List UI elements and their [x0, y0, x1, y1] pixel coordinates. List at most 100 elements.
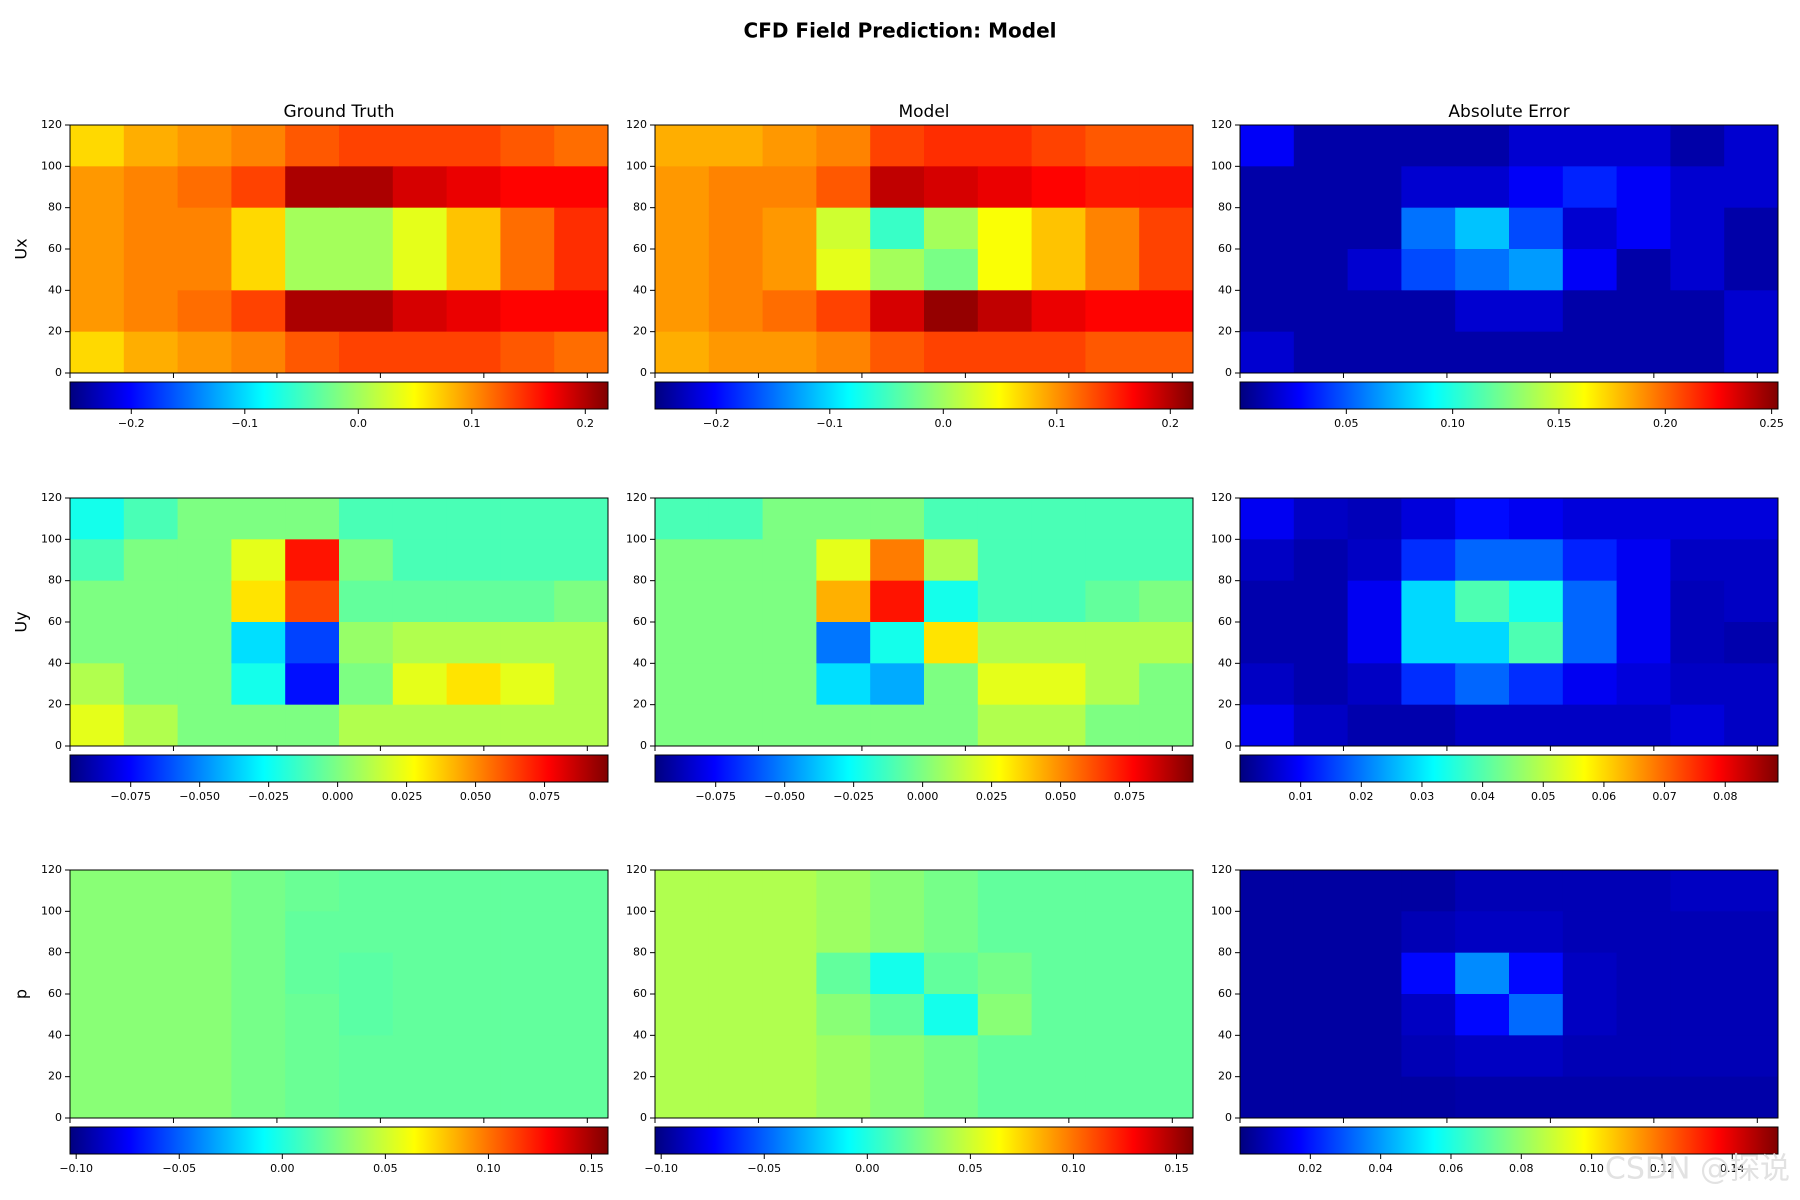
- heatmap-cell: [1139, 580, 1194, 623]
- heatmap-cell: [762, 622, 817, 664]
- colorbar-tick-label: 0.10: [1579, 1162, 1604, 1175]
- heatmap-cell: [924, 580, 979, 623]
- heatmap-cell: [1401, 622, 1456, 664]
- heatmap-cell: [1347, 166, 1402, 209]
- heatmap-cell: [870, 331, 925, 374]
- heatmap-cell: [816, 870, 871, 912]
- heatmap-cell: [1562, 1076, 1618, 1119]
- heatmap-cell: [762, 166, 817, 209]
- heatmap-cell: [285, 870, 340, 912]
- y-tick-label: 0: [1225, 1111, 1232, 1124]
- heatmap-cell: [1347, 1076, 1402, 1119]
- heatmap-cell: [1509, 331, 1564, 374]
- heatmap-cell: [977, 1035, 1033, 1078]
- heatmap-cell: [70, 580, 125, 623]
- colorbar-tick-label: −0.10: [644, 1162, 678, 1175]
- y-tick-label: 100: [626, 904, 647, 917]
- heatmap-cell: [392, 952, 448, 995]
- y-tick-label: 80: [48, 574, 62, 587]
- heatmap-cell: [1347, 622, 1402, 664]
- colorbar-tick-label: 0.1: [1048, 417, 1066, 430]
- heatmap-cell: [1509, 290, 1564, 333]
- heatmap-cell: [977, 290, 1033, 333]
- heatmap-cell: [1562, 704, 1618, 747]
- colorbar-tick-label: 0.08: [1713, 790, 1738, 803]
- heatmap-cell: [1240, 249, 1295, 291]
- heatmap-cell: [446, 207, 501, 250]
- heatmap-cell: [70, 622, 125, 664]
- heatmap-cell: [392, 870, 448, 912]
- heatmap-cell: [177, 663, 232, 706]
- heatmap-cell: [1139, 952, 1194, 995]
- heatmap-cell: [1139, 1076, 1194, 1119]
- heatmap-cell: [655, 498, 710, 540]
- heatmap-cell: [1085, 580, 1140, 623]
- heatmap-cell: [1724, 952, 1779, 995]
- heatmap-cell: [1293, 911, 1349, 954]
- heatmap-cell: [1031, 166, 1086, 209]
- heatmap-cell: [554, 290, 609, 333]
- panel-title: Model: [898, 102, 949, 122]
- heatmap-cell: [655, 1035, 710, 1078]
- heatmap-cell: [1139, 704, 1194, 747]
- heatmap-cell: [1347, 704, 1402, 747]
- heatmap-cell: [1031, 663, 1086, 706]
- heatmap-cell: [708, 498, 764, 540]
- colorbar-tick-label: −0.075: [695, 790, 736, 803]
- heatmap-cell: [1401, 952, 1456, 995]
- heatmap-cell: [708, 249, 764, 291]
- heatmap-cell: [1455, 663, 1510, 706]
- heatmap-cell: [1347, 249, 1402, 291]
- heatmap-cell: [339, 1035, 394, 1078]
- heatmap-cell: [1509, 207, 1564, 250]
- heatmap-cell: [70, 1035, 125, 1078]
- heatmap-cell: [924, 994, 979, 1036]
- heatmap-cell: [339, 952, 394, 995]
- heatmap-cell: [1085, 498, 1140, 540]
- heatmap-cell: [1240, 580, 1295, 623]
- heatmap-cell: [285, 249, 340, 291]
- heatmap-cell: [1139, 331, 1194, 374]
- heatmap-cell: [1085, 911, 1140, 954]
- colorbar-tick-label: 0.05: [1334, 417, 1359, 430]
- heatmap-cell: [392, 249, 448, 291]
- heatmap-cell: [392, 704, 448, 747]
- heatmap-cell: [1455, 704, 1510, 747]
- heatmap-cell: [816, 704, 871, 747]
- heatmap-cell: [1455, 911, 1510, 954]
- heatmap-cell: [339, 249, 394, 291]
- heatmap-cell: [1724, 911, 1779, 954]
- heatmap-cell: [177, 1076, 232, 1119]
- heatmap-cell: [924, 952, 979, 995]
- heatmap-cell: [1031, 539, 1086, 582]
- heatmap-cell: [339, 125, 394, 167]
- heatmap-cell: [392, 539, 448, 582]
- heatmap-cell: [123, 290, 179, 333]
- heatmap-cell: [1139, 207, 1194, 250]
- heatmap-cell: [339, 539, 394, 582]
- heatmap-cell: [977, 249, 1033, 291]
- heatmap-cell: [1509, 663, 1564, 706]
- colorbar-tick-label: −0.1: [231, 417, 258, 430]
- heatmap-cell: [816, 1035, 871, 1078]
- heatmap-cell: [70, 290, 125, 333]
- heatmap-cell: [285, 1076, 340, 1119]
- colorbar-tick-label: 0.0: [935, 417, 953, 430]
- heatmap-cell: [924, 249, 979, 291]
- y-tick-label: 120: [1211, 118, 1232, 131]
- heatmap-cell: [500, 622, 555, 664]
- heatmap-cell: [1670, 952, 1725, 995]
- heatmap-cell: [446, 870, 501, 912]
- heatmap-cell: [1509, 498, 1564, 540]
- heatmap-cell: [123, 539, 179, 582]
- heatmap-cell: [1347, 498, 1402, 540]
- y-tick-label: 60: [1218, 615, 1232, 628]
- heatmap-cell: [924, 704, 979, 747]
- heatmap-cell: [1347, 870, 1402, 912]
- heatmap-cell: [1401, 1035, 1456, 1078]
- heatmap-cell: [231, 870, 286, 912]
- colorbar-tick-label: −0.075: [110, 790, 151, 803]
- heatmap-cell: [554, 663, 609, 706]
- y-tick-label: 80: [1218, 946, 1232, 959]
- heatmap-cell: [1139, 539, 1194, 582]
